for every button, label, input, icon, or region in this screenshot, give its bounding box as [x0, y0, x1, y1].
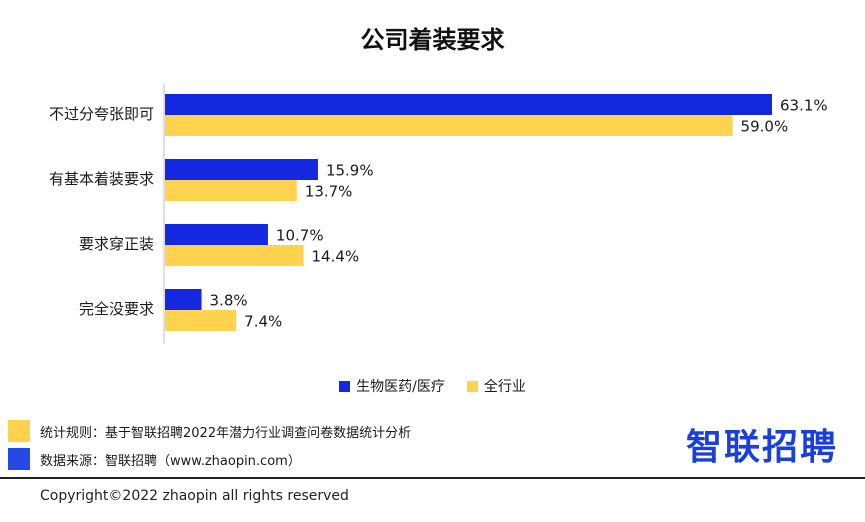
bar-series1	[165, 289, 202, 310]
data-label-series2: 13.7%	[305, 183, 353, 201]
bar-chart: 不过分夸张即可 63.1% 59.0% 有基本着装要求 15.9% 13.7% 要求穿正装 1…	[49, 84, 828, 344]
data-label-series2: 7.4%	[244, 313, 282, 331]
category-tick-label: 有基本着装要求	[49, 170, 154, 188]
bar-series1	[165, 159, 318, 180]
data-label-series1: 15.9%	[326, 162, 374, 180]
category-tick-label: 要求穿正装	[79, 235, 154, 253]
note-source-swatch	[8, 448, 30, 470]
chart-title: 公司着装要求	[360, 26, 505, 54]
category-tick-label: 完全没要求	[79, 300, 154, 318]
data-label-series2: 14.4%	[312, 248, 360, 266]
chart-legend: 生物医药/医疗 全行业	[0, 376, 865, 396]
note-rule: 统计规则：基于智联招聘2022年潜力行业调查问卷数据统计分析	[8, 420, 411, 442]
bar-series1	[165, 224, 268, 245]
data-label-series2: 59.0%	[741, 118, 789, 136]
bar-series1	[165, 94, 772, 115]
bar-series2	[165, 245, 304, 266]
data-label-series1: 63.1%	[780, 97, 828, 115]
note-source-text: 数据来源：智联招聘（www.zhaopin.com）	[40, 453, 301, 469]
data-label-series1: 10.7%	[276, 227, 324, 245]
bar-series2	[165, 310, 237, 331]
legend-swatch-series1	[339, 380, 351, 392]
footer-divider	[0, 477, 865, 479]
note-rule-text: 统计规则：基于智联招聘2022年潜力行业调查问卷数据统计分析	[40, 425, 412, 441]
legend-label-series2: 全行业	[483, 379, 526, 395]
legend-label-series1: 生物医药/医疗	[356, 379, 445, 395]
footnotes: 统计规则：基于智联招聘2022年潜力行业调查问卷数据统计分析 数据来源：智联招聘…	[8, 420, 411, 476]
category-tick-label: 不过分夸张即可	[49, 105, 154, 123]
note-rule-swatch	[8, 420, 30, 442]
note-source: 数据来源：智联招聘（www.zhaopin.com）	[8, 448, 411, 470]
zhaopin-logo: 智联招聘	[686, 427, 839, 468]
copyright-text: Copyright©2022 zhaopin all rights reserv…	[40, 488, 349, 504]
bar-series2	[165, 180, 297, 201]
legend-item-series2: 全行业	[466, 376, 526, 396]
legend-swatch-series2	[466, 380, 478, 392]
bar-series2	[165, 115, 733, 136]
data-label-series1: 3.8%	[210, 292, 248, 310]
legend-item-series1: 生物医药/医疗	[339, 376, 445, 396]
